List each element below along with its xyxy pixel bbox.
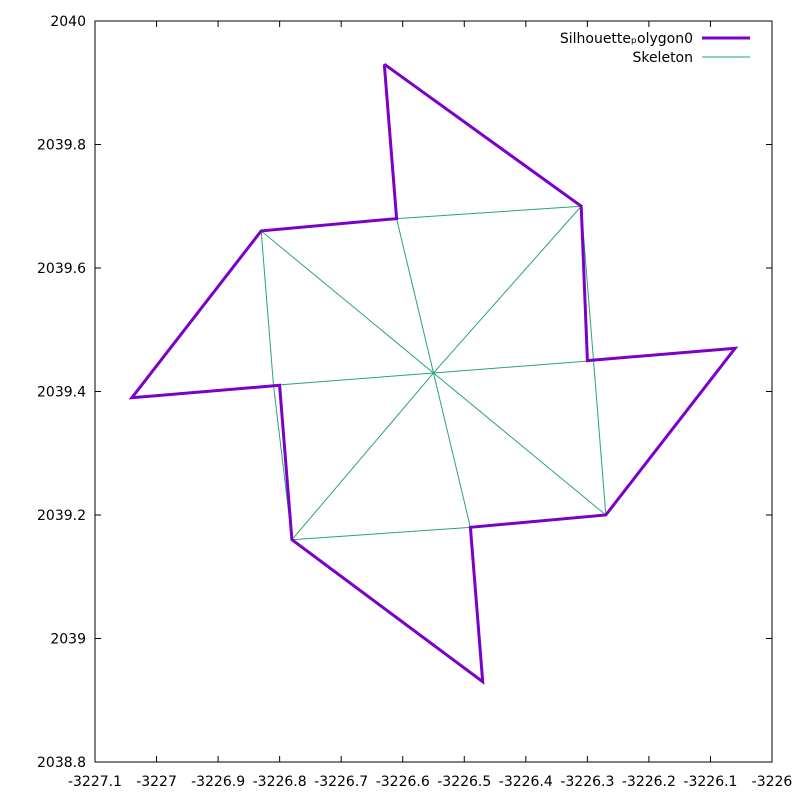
y-tick-label: 2039.4 xyxy=(37,385,86,401)
x-axis: -3227.1 -3227 -3226.9 -3226.8 -3226.7 -3226.6… xyxy=(68,21,792,790)
x-tick-label: -3226.9 xyxy=(191,774,245,790)
skeleton-segment xyxy=(433,372,607,516)
x-tick-label: -3226 xyxy=(752,774,793,790)
skeleton-series xyxy=(260,205,607,541)
y-tick-label: 2039.6 xyxy=(37,261,86,277)
y-tick-label: 2038.8 xyxy=(37,755,86,771)
skeleton-segment xyxy=(433,372,471,528)
skeleton-segment xyxy=(433,360,594,374)
x-tick-label: -3227.1 xyxy=(68,774,122,790)
skeleton-segment xyxy=(291,526,471,541)
x-tick-label: -3226.3 xyxy=(560,774,614,790)
skeleton-segment xyxy=(260,230,434,374)
legend: Silhouetteₚolygon0 Skeleton xyxy=(560,31,750,66)
y-tick-label: 2039.8 xyxy=(37,138,86,154)
skeleton-segment xyxy=(593,360,607,516)
silhouette-polygon xyxy=(128,62,739,685)
legend-label-silhouette: Silhouetteₚolygon0 xyxy=(560,31,693,47)
x-tick-label: -3226.4 xyxy=(499,774,553,790)
skeleton-segment xyxy=(433,205,582,374)
x-tick-label: -3226.1 xyxy=(683,774,737,790)
x-tick-label: -3227 xyxy=(136,774,177,790)
y-tick-label: 2039 xyxy=(50,632,86,648)
silhouette-series xyxy=(128,62,739,685)
y-axis: 2038.8 2039 2039.2 2039.4 2039.6 2039.8 2040 xyxy=(37,14,772,771)
y-tick-label: 2040 xyxy=(50,14,86,30)
skeleton-segment xyxy=(396,205,582,220)
x-tick-label: -3226.7 xyxy=(314,774,368,790)
x-tick-label: -3226.6 xyxy=(376,774,430,790)
x-tick-label: -3226.5 xyxy=(437,774,491,790)
x-tick-label: -3226.2 xyxy=(622,774,676,790)
skeleton-segment xyxy=(260,230,274,386)
skeleton-segment xyxy=(273,372,434,386)
legend-label-skeleton: Skeleton xyxy=(632,50,693,66)
x-tick-label: -3226.8 xyxy=(253,774,307,790)
skeleton-segment xyxy=(291,372,434,541)
y-tick-label: 2039.2 xyxy=(37,508,86,524)
skeleton-segment xyxy=(396,218,434,374)
